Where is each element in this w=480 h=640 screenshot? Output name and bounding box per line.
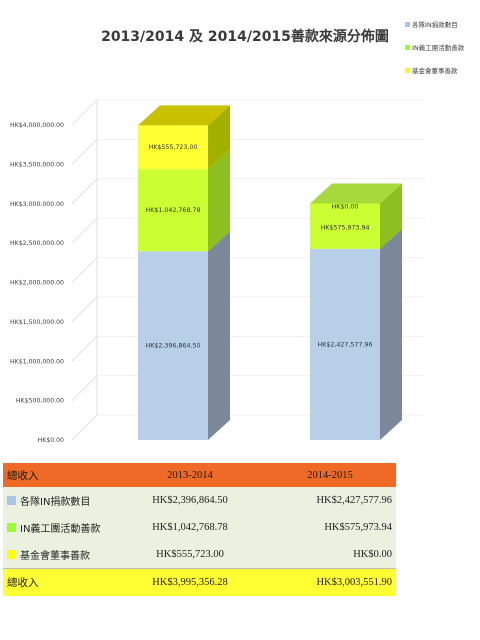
row-value-1: HK$1,042,768.78 (116, 514, 264, 541)
legend-label: 基金會董事善款 (412, 66, 458, 75)
gridline-depth (71, 99, 98, 126)
row-label: 各隊IN捐款數目 (20, 497, 91, 508)
bar-series: HK$2,396,864.50 HK$1,042,768.78 HK$555,723… (138, 105, 402, 440)
gridline-depth (71, 257, 98, 283)
swatch-icon (7, 496, 16, 505)
data-label: HK$575,973.94 (321, 224, 370, 231)
gridline-depth (71, 335, 98, 362)
bar-segment (310, 203, 380, 249)
y-axis: HK$0.00 HK$500,000.00 HK$1,000,000.00 HK$1,… (10, 122, 64, 444)
gridline-depth (71, 139, 98, 165)
bar-segment (310, 248, 380, 440)
y-tick-label: HK$2,000,000.00 (10, 280, 64, 287)
y-tick-label: HK$3,000,000.00 (10, 201, 64, 208)
gridline-depth (71, 178, 98, 205)
data-label: HK$0.00 (332, 203, 359, 210)
y-tick-label: HK$2,500,000.00 (10, 240, 64, 247)
data-table: 總收入 2013-2014 2014-2015 各隊IN捐款數目 HK$2,39… (3, 463, 396, 596)
legend-label: IN義工團活動善款 (412, 43, 465, 52)
header-year-2: 2014-2015 (264, 463, 396, 487)
bar-side (380, 228, 402, 440)
legend-swatch (405, 22, 410, 27)
header-label: 總收入 (3, 463, 116, 487)
bar-side (208, 149, 230, 252)
row-label: IN義工團活動善款 (20, 524, 101, 535)
header-year-1: 2013-2014 (116, 463, 264, 487)
legend-swatch (405, 68, 410, 73)
y-tick-label: HK$500,000.00 (16, 398, 64, 405)
y-tick-label: HK$0.00 (38, 437, 64, 444)
row-label: 基金會董事善款 (20, 551, 90, 562)
y-tick-label: HK$1,000,000.00 (10, 358, 64, 365)
total-value-1: HK$3,995,356.28 (116, 568, 264, 596)
data-label: HK$1,042,768.78 (146, 207, 201, 214)
gridline-depth (71, 217, 98, 244)
stacked-bar-chart: 2013/2014 及 2014/2015善款來源分佈圖 HK$0.00 HK$5… (10, 20, 465, 444)
bar-segment (138, 125, 208, 170)
row-value-2: HK$575,973.94 (264, 514, 396, 541)
swatch-icon (7, 550, 16, 559)
y-tick-label: HK$4,000,000.00 (10, 122, 64, 129)
bar-segment (138, 169, 208, 252)
bar-top (310, 183, 402, 204)
table-row: IN義工團活動善款 HK$1,042,768.78 HK$575,973.94 (3, 514, 396, 541)
data-label: HK$2,427,577.96 (318, 341, 373, 348)
y-tick-label: HK$3,500,000.00 (10, 161, 64, 168)
bar-side (380, 183, 402, 249)
table-header: 總收入 2013-2014 2014-2015 (3, 463, 396, 487)
data-label: HK$555,723.00 (149, 144, 198, 151)
gridline-depth (71, 414, 98, 441)
gridline-depth (71, 375, 98, 401)
total-value-2: HK$3,003,551.90 (264, 568, 396, 596)
chart-title: 2013/2014 及 2014/2015善款來源分佈圖 (101, 28, 389, 45)
row-value-1: HK$555,723.00 (116, 541, 264, 569)
row-value-2: HK$2,427,577.96 (264, 487, 396, 514)
bar-segment (138, 251, 208, 440)
row-value-2: HK$0.00 (264, 541, 396, 569)
gridline-depth (71, 296, 98, 323)
total-label: 總收入 (3, 568, 116, 596)
bar-side (208, 105, 230, 170)
y-tick-label: HK$1,500,000.00 (10, 319, 64, 326)
row-value-1: HK$2,396,864.50 (116, 487, 264, 514)
swatch-icon (7, 523, 16, 532)
table-row: 基金會董事善款 HK$555,723.00 HK$0.00 (3, 541, 396, 569)
table-total-row: 總收入 HK$3,995,356.28 HK$3,003,551.90 (3, 568, 396, 596)
legend-label: 各隊IN捐款數目 (412, 20, 458, 29)
table-row: 各隊IN捐款數目 HK$2,396,864.50 HK$2,427,577.96 (3, 487, 396, 514)
legend-swatch (405, 45, 410, 50)
bar-side (208, 231, 230, 440)
bar-top (138, 105, 230, 126)
data-label: HK$2,396,864.50 (146, 343, 201, 350)
